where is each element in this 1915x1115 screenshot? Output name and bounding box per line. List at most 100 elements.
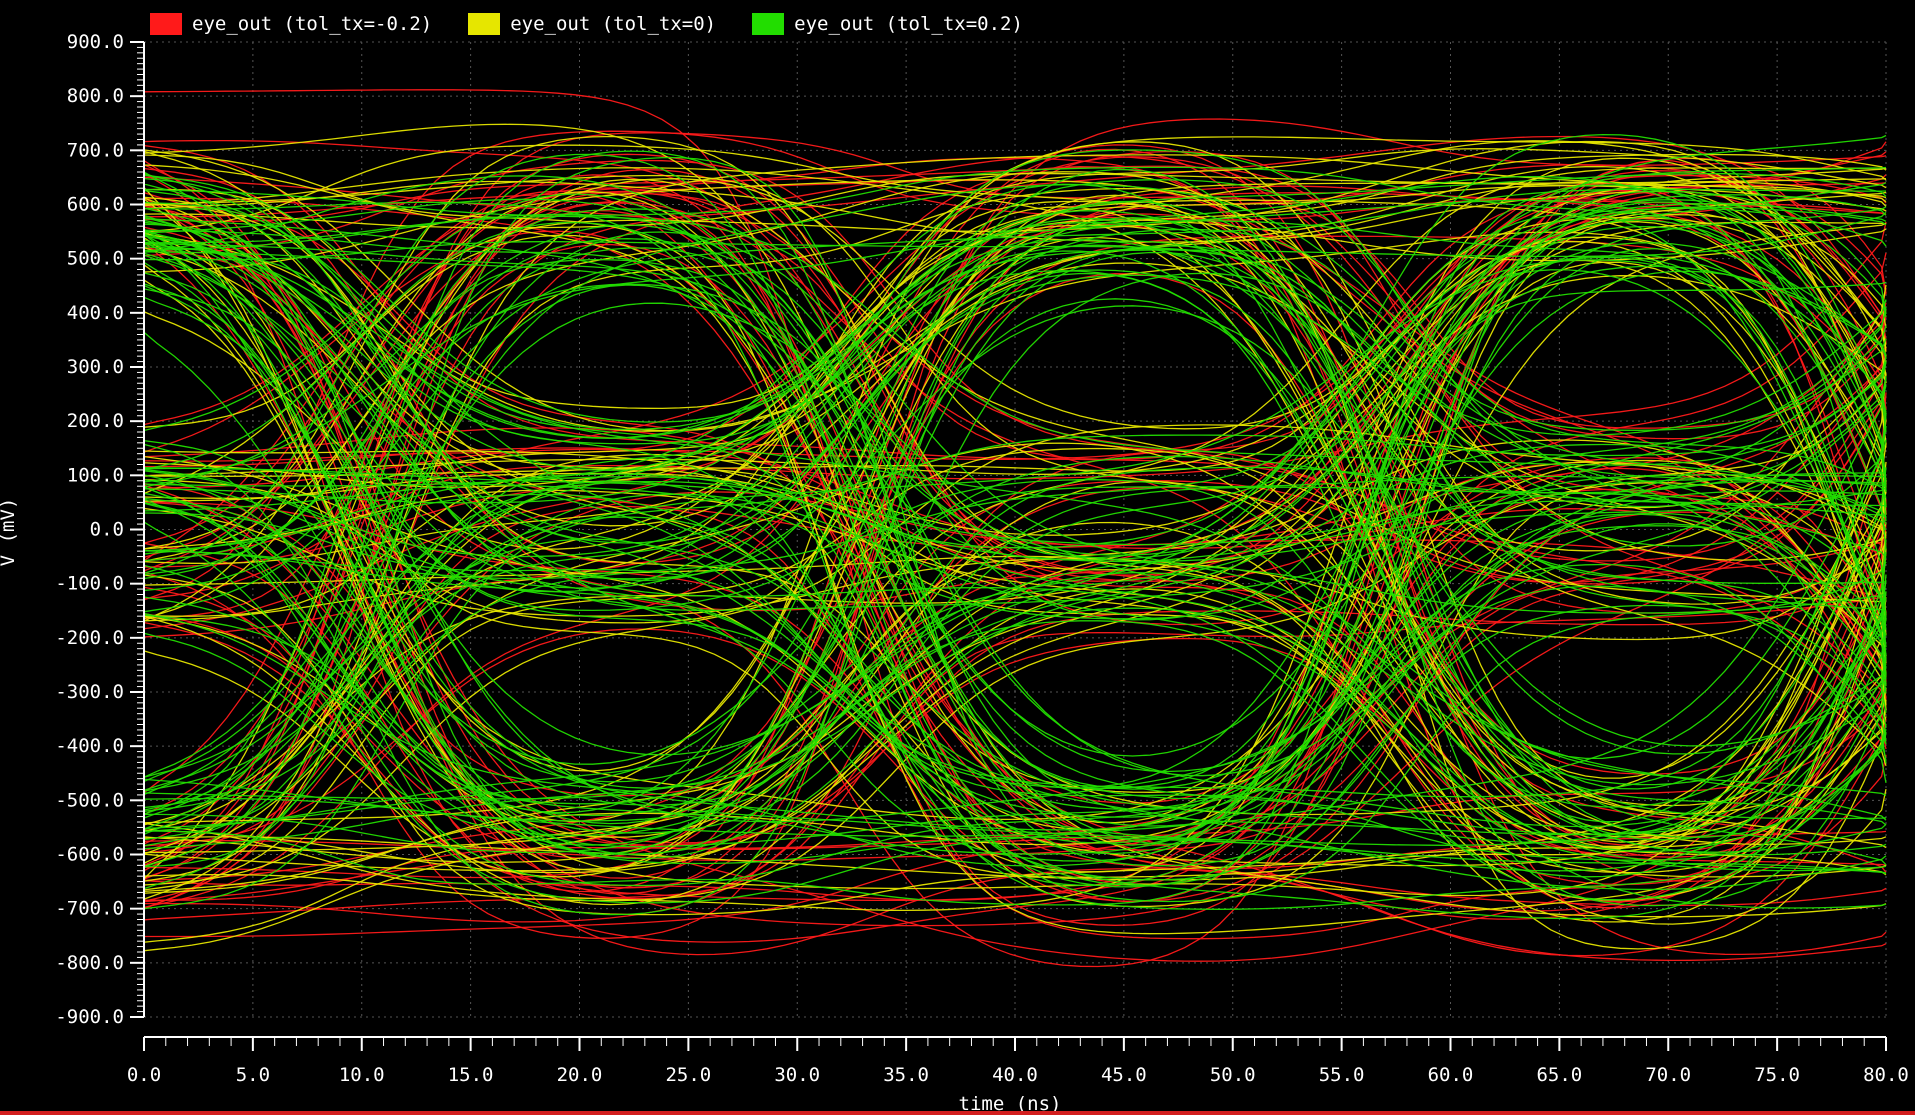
series-1-trace	[143, 191, 1887, 912]
series-1-trace	[143, 201, 1887, 903]
y-tick-label: -500.0	[55, 789, 124, 811]
series-3-trace	[143, 218, 1887, 544]
legend-item-series-1[interactable]: eye_out (tol_tx=-0.2)	[150, 12, 432, 36]
series-3-trace	[143, 179, 1887, 580]
series-3-trace	[143, 250, 1887, 760]
series-3-trace	[143, 194, 1887, 827]
series-1-trace	[143, 192, 1887, 904]
series-3-trace	[143, 199, 1887, 834]
x-tick-label: 10.0	[339, 1064, 385, 1086]
series-3-trace	[143, 225, 1887, 904]
series-3-trace	[143, 607, 1887, 874]
series-3-trace	[143, 224, 1887, 777]
series-3-trace	[143, 175, 1887, 550]
x-tick-label: 30.0	[774, 1064, 820, 1086]
axes: 900.0 800.0 700.0 600.0 500.0 400.0 300.0 200.0…	[55, 31, 1909, 1086]
series-3-trace	[143, 207, 1887, 580]
series-3-trace	[143, 325, 1887, 867]
series-2-trace	[143, 167, 1887, 848]
series-2-trace	[143, 157, 1887, 912]
series-3-trace	[143, 247, 1887, 836]
series-3-trace	[143, 212, 1887, 872]
y-tick-label: -200.0	[55, 627, 124, 649]
x-tick-label: 20.0	[557, 1064, 603, 1086]
series-3-trace	[143, 251, 1887, 846]
series-1-trace	[143, 144, 1887, 562]
x-tick-label: 5.0	[236, 1064, 270, 1086]
series-3-trace	[143, 221, 1887, 860]
y-tick-label: 500.0	[67, 248, 124, 270]
series-3-trace	[143, 156, 1887, 868]
series-3-trace	[143, 182, 1887, 846]
legend-item-series-2[interactable]: eye_out (tol_tx=0)	[468, 12, 716, 36]
series-1-trace	[143, 151, 1887, 968]
series-2-trace	[143, 240, 1887, 828]
series-1-trace	[143, 187, 1887, 750]
series-3-trace	[143, 236, 1887, 680]
x-tick-label: 60.0	[1428, 1064, 1474, 1086]
series-2-trace	[143, 174, 1887, 807]
x-tick-label: 55.0	[1319, 1064, 1365, 1086]
series-3-trace	[143, 322, 1887, 765]
series-3-trace	[143, 483, 1887, 887]
y-tick-label: -400.0	[55, 735, 124, 757]
series-1-trace	[143, 221, 1887, 601]
series-1-trace	[143, 450, 1887, 900]
y-tick-label: -800.0	[55, 952, 124, 974]
series-1-trace	[143, 594, 1887, 921]
series-3-trace	[143, 188, 1887, 813]
x-tick-label: 70.0	[1645, 1064, 1691, 1086]
series-3-trace	[143, 356, 1887, 910]
series-2-trace	[143, 234, 1887, 816]
series-1-trace	[143, 536, 1887, 938]
series-3-trace	[143, 286, 1887, 861]
legend-swatch-green	[752, 13, 785, 35]
series-3-trace	[143, 201, 1887, 886]
series-1-trace	[143, 154, 1887, 962]
y-axis-label: V (mV)	[0, 498, 19, 567]
series-3-trace	[143, 150, 1887, 870]
x-tick-label: 0.0	[127, 1064, 161, 1086]
series-3-trace	[143, 175, 1887, 656]
x-tick-label: 50.0	[1210, 1064, 1256, 1086]
series-3-trace	[143, 193, 1887, 846]
series-3-trace	[143, 183, 1887, 822]
series-3-trace	[143, 149, 1887, 842]
y-tick-label: 400.0	[67, 302, 124, 324]
series-1-trace	[143, 213, 1887, 700]
legend-swatch-yellow	[468, 13, 501, 35]
y-tick-label: 800.0	[67, 85, 124, 107]
series-3-trace	[143, 172, 1887, 423]
series-1-trace	[143, 89, 1887, 926]
series-3-trace	[143, 242, 1887, 789]
x-tick-label: 80.0	[1863, 1064, 1909, 1086]
series-3-trace	[143, 375, 1887, 837]
x-tick-label: 25.0	[665, 1064, 711, 1086]
y-tick-label: -100.0	[55, 573, 124, 595]
series-3-trace	[143, 166, 1887, 522]
series-3-trace	[143, 214, 1887, 872]
series-1-trace	[143, 174, 1887, 906]
x-tick-label: 45.0	[1101, 1064, 1147, 1086]
series-1-trace	[143, 167, 1887, 612]
series-2-trace	[143, 164, 1887, 935]
series-3-trace	[143, 177, 1887, 810]
series-3-trace	[143, 133, 1887, 812]
x-tick-label: 40.0	[992, 1064, 1038, 1086]
x-tick-label: 65.0	[1536, 1064, 1582, 1086]
series-1-trace	[143, 157, 1887, 885]
series-3-trace	[143, 217, 1887, 757]
series-2-trace	[143, 206, 1887, 779]
series-3-trace	[143, 270, 1887, 808]
trace-group	[143, 89, 1887, 968]
series-3-trace	[143, 168, 1887, 855]
series-3-trace	[143, 153, 1887, 855]
legend-item-series-3[interactable]: eye_out (tol_tx=0.2)	[752, 12, 1023, 36]
series-2-trace	[143, 191, 1887, 824]
series-3-trace	[143, 166, 1887, 901]
series-1-trace	[143, 273, 1887, 879]
legend-swatch-red	[150, 13, 182, 35]
series-3-trace	[143, 189, 1887, 866]
